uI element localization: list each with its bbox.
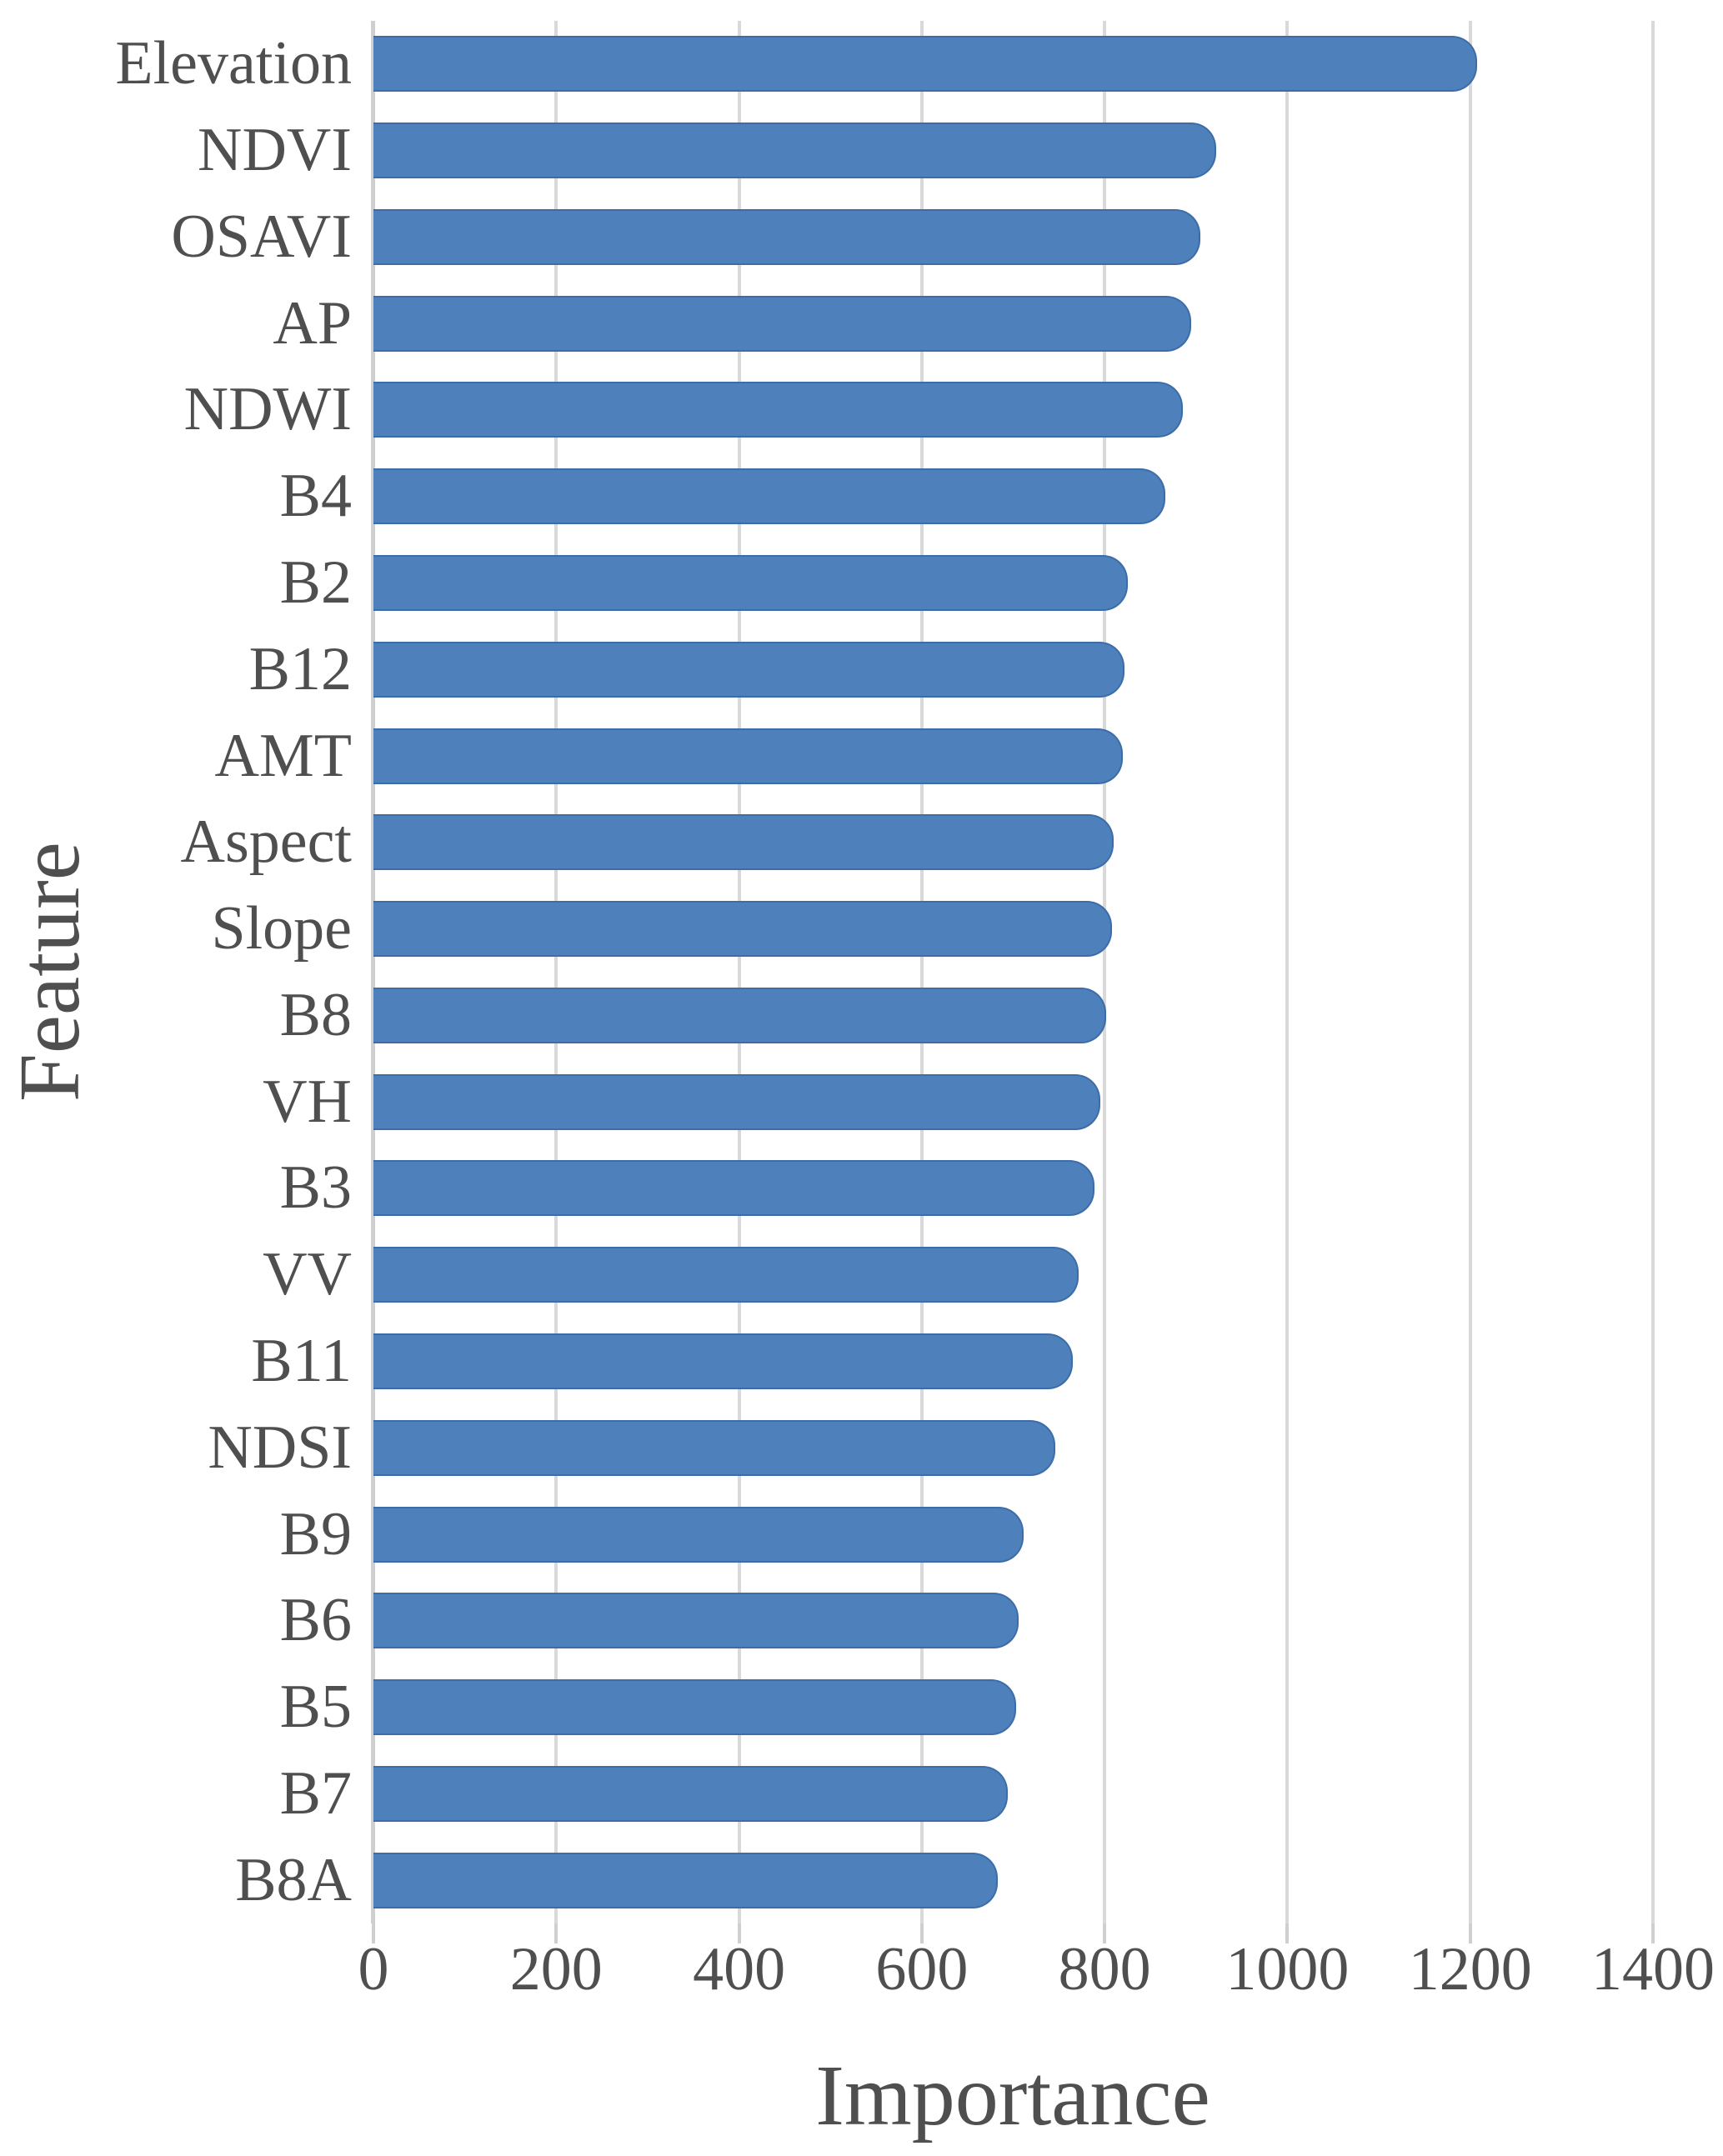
gridline xyxy=(919,21,924,1923)
category-label-b6: B6 xyxy=(279,1586,352,1655)
category-label-aspect: Aspect xyxy=(180,808,353,877)
bar-ndwi xyxy=(373,382,1184,438)
bar-b4 xyxy=(373,468,1165,525)
bar-amt xyxy=(373,728,1124,784)
x-axis-tick-mark xyxy=(1468,1923,1472,1943)
x-axis-title: Importance xyxy=(815,2048,1210,2143)
x-axis-tick-mark xyxy=(554,1923,558,1943)
category-label-b8a: B8A xyxy=(235,1845,352,1914)
gridline xyxy=(554,21,558,1923)
bar-b3 xyxy=(373,1160,1095,1217)
x-axis-tick-label: 0 xyxy=(358,1935,389,2003)
bar-b12 xyxy=(373,641,1125,698)
x-axis-tick-mark xyxy=(919,1923,924,1943)
category-label-b3: B3 xyxy=(279,1153,352,1223)
bar-ndvi xyxy=(373,123,1216,179)
y-axis-title: Feature xyxy=(2,842,98,1102)
x-axis-tick-label: 200 xyxy=(509,1935,603,2003)
category-label-b2: B2 xyxy=(279,548,352,617)
bar-ndsi xyxy=(373,1419,1055,1476)
category-label-ndwi: NDWI xyxy=(183,375,352,444)
x-axis-tick-label: 400 xyxy=(693,1935,786,2003)
bar-b2 xyxy=(373,555,1128,612)
category-label-vh: VH xyxy=(263,1067,352,1136)
bar-elevation xyxy=(373,36,1478,93)
x-axis-tick-label: 800 xyxy=(1058,1935,1151,2003)
x-axis-tick-mark xyxy=(1651,1923,1655,1943)
gridline xyxy=(1651,21,1655,1923)
bar-b5 xyxy=(373,1679,1016,1736)
gridline xyxy=(1285,21,1290,1923)
category-label-b7: B7 xyxy=(279,1758,352,1828)
x-axis-tick-mark xyxy=(737,1923,741,1943)
bar-b6 xyxy=(373,1593,1019,1649)
bar-vv xyxy=(373,1247,1079,1303)
bar-b9 xyxy=(373,1506,1024,1563)
category-label-b11: B11 xyxy=(251,1326,352,1395)
gridline xyxy=(737,21,741,1923)
bar-aspect xyxy=(373,814,1114,871)
plot-area: Elevation NDVI OSAVI AP NDWI B4 B2 B12 AMT Aspect… xyxy=(115,21,1655,1943)
bar-osavi xyxy=(373,208,1201,265)
category-label-b9: B9 xyxy=(279,1499,352,1568)
category-label-elevation: Elevation xyxy=(115,29,352,98)
category-label-osavi: OSAVI xyxy=(171,202,352,271)
category-label-b8: B8 xyxy=(279,980,352,1049)
category-label-b5: B5 xyxy=(279,1673,352,1742)
gridline xyxy=(1103,21,1107,1923)
y-axis-line xyxy=(371,21,375,1923)
x-axis-tick-label: 1000 xyxy=(1225,1935,1350,2003)
x-axis-tick-mark xyxy=(1285,1923,1290,1943)
x-axis-tick-label: 1400 xyxy=(1591,1935,1715,2003)
category-label-vv: VV xyxy=(263,1240,352,1309)
x-axis-tick-mark xyxy=(372,1923,375,1943)
bar-vh xyxy=(373,1073,1100,1130)
bar-b7 xyxy=(373,1765,1008,1822)
x-axis-tick-label: 1200 xyxy=(1408,1935,1532,2003)
category-label-amt: AMT xyxy=(214,721,352,790)
bar-ap xyxy=(373,295,1192,352)
category-label-ndvi: NDVI xyxy=(198,116,352,185)
x-axis-tick-mark xyxy=(1103,1923,1107,1943)
bar-b11 xyxy=(373,1333,1073,1389)
bar-slope xyxy=(373,901,1112,958)
bar-b8 xyxy=(373,987,1107,1043)
category-label-ndsi: NDSI xyxy=(208,1413,352,1482)
x-axis-tick-label: 600 xyxy=(875,1935,969,2003)
category-label-b4: B4 xyxy=(279,462,352,531)
category-label-slope: Slope xyxy=(211,894,352,963)
gridline xyxy=(1468,21,1472,1923)
category-label-ap: AP xyxy=(273,288,352,358)
category-label-b12: B12 xyxy=(248,634,352,703)
bar-b8a xyxy=(373,1852,998,1908)
